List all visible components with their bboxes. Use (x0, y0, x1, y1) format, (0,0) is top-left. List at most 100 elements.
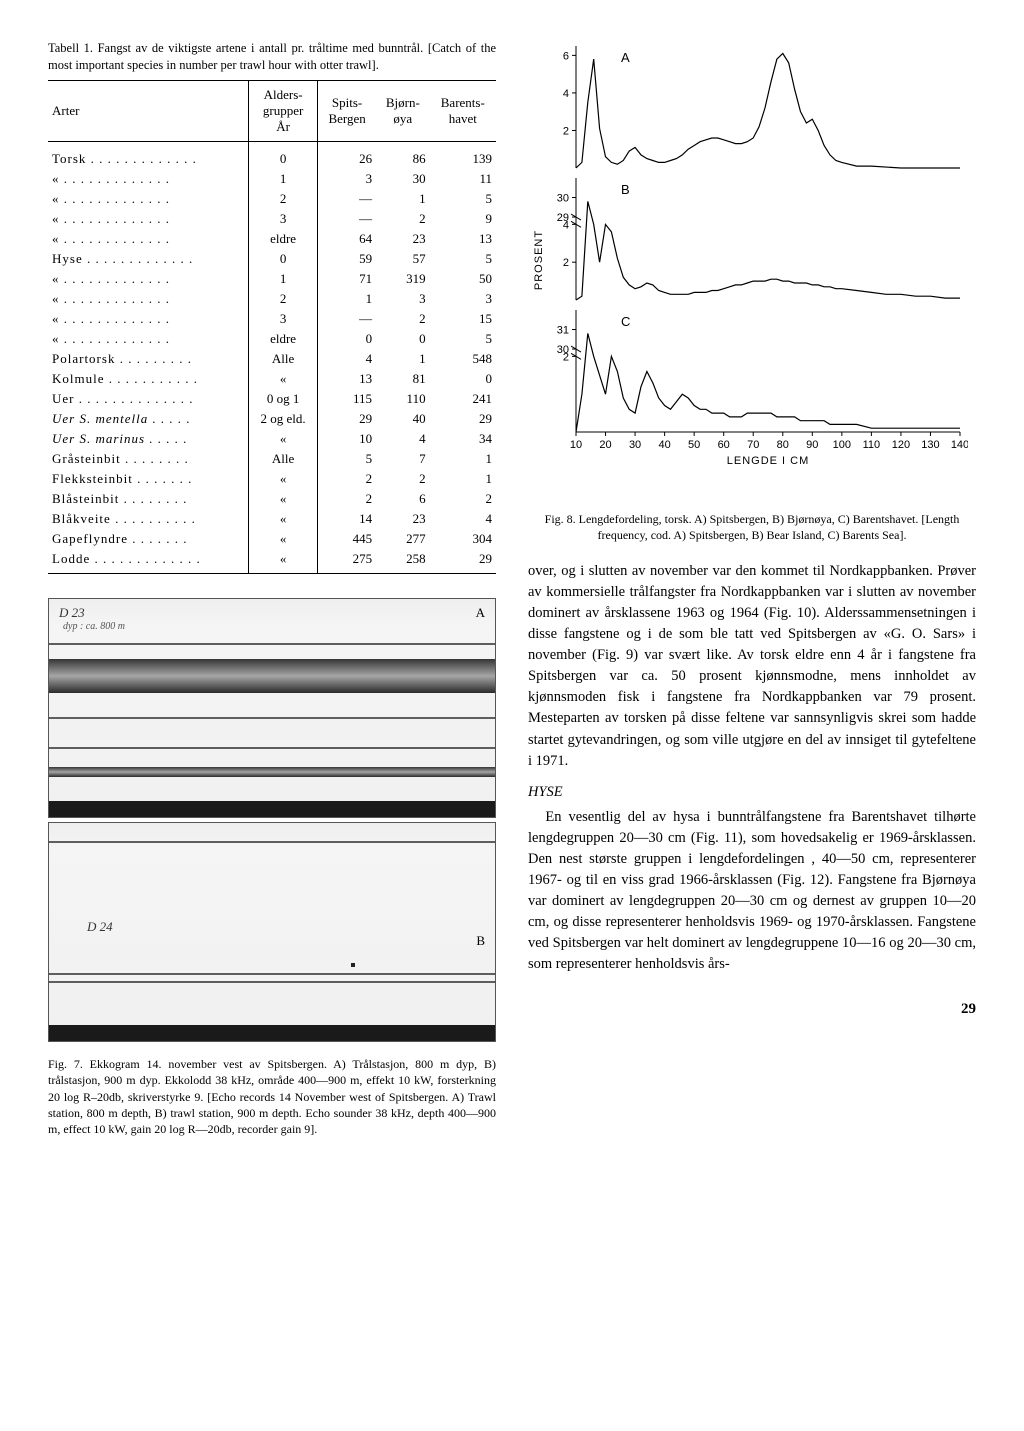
echo-a-letter: A (476, 605, 485, 621)
table-row-barents: 15 (430, 309, 496, 329)
table-row-spits: 445 (318, 529, 376, 549)
fig7-caption: Fig. 7. Ekkogram 14. november vest av Sp… (48, 1056, 496, 1137)
table-row-bjorn: 0 (376, 329, 430, 349)
table-row-bjorn: 23 (376, 509, 430, 529)
table-row-age: eldre (249, 329, 318, 349)
table-row-bjorn: 7 (376, 449, 430, 469)
table-row-bjorn: 57 (376, 249, 430, 269)
svg-text:PROSENT: PROSENT (533, 230, 545, 290)
svg-text:110: 110 (863, 439, 881, 451)
th-arter: Arter (48, 80, 249, 141)
table-row-age: 0 (249, 149, 318, 169)
svg-text:60: 60 (718, 439, 730, 451)
table-row-spits: 26 (318, 149, 376, 169)
svg-text:10: 10 (570, 439, 582, 451)
table-row-bjorn: 3 (376, 289, 430, 309)
table-row-spits: 0 (318, 329, 376, 349)
table-row-bjorn: 258 (376, 549, 430, 574)
table-row-bjorn: 2 (376, 469, 430, 489)
fig8-caption: Fig. 8. Lengdefordeling, torsk. A) Spits… (528, 511, 976, 543)
echo-panel-a: D 23 dyp : ca. 800 m A (48, 598, 496, 818)
table-row-species: « . . . . . . . . . . . . . (48, 269, 249, 289)
table-row-species: Lodde . . . . . . . . . . . . . (48, 549, 249, 574)
table-row-bjorn: 2 (376, 309, 430, 329)
table-row-age: Alle (249, 449, 318, 469)
table-row-spits: 2 (318, 489, 376, 509)
table-row-age: « (249, 549, 318, 574)
svg-text:20: 20 (599, 439, 611, 451)
svg-text:80: 80 (777, 439, 789, 451)
table-row-age: « (249, 369, 318, 389)
table-row-spits: 71 (318, 269, 376, 289)
table-row-spits: 275 (318, 549, 376, 574)
section-hyse: HYSE (528, 784, 976, 801)
echo-b-letter: B (476, 933, 485, 949)
svg-text:70: 70 (747, 439, 759, 451)
svg-text:90: 90 (806, 439, 818, 451)
table-row-spits: 59 (318, 249, 376, 269)
table-row-age: « (249, 509, 318, 529)
paragraph-2: En vesentlig del av hysa i bunntrålfangs… (528, 807, 976, 975)
table-row-barents: 29 (430, 549, 496, 574)
svg-text:30: 30 (557, 193, 569, 205)
table-row-spits: 64 (318, 229, 376, 249)
table-row-spits: 2 (318, 469, 376, 489)
table-row-species: « . . . . . . . . . . . . . (48, 209, 249, 229)
svg-text:C: C (621, 314, 630, 329)
table-row-species: « . . . . . . . . . . . . . (48, 229, 249, 249)
table-row-species: « . . . . . . . . . . . . . (48, 189, 249, 209)
svg-text:30: 30 (557, 344, 569, 356)
table-row-bjorn: 23 (376, 229, 430, 249)
table-row-age: 1 (249, 269, 318, 289)
table-row-barents: 304 (430, 529, 496, 549)
svg-text:2: 2 (563, 125, 569, 137)
th-spits: Spits- Bergen (318, 80, 376, 141)
echo-a-label: D 23 (59, 605, 85, 621)
table-row-bjorn: 110 (376, 389, 430, 409)
table-row-spits: — (318, 309, 376, 329)
svg-text:29: 29 (557, 212, 569, 224)
table-row-age: 3 (249, 209, 318, 229)
table-row-species: « . . . . . . . . . . . . . (48, 169, 249, 189)
table-row-species: « . . . . . . . . . . . . . (48, 309, 249, 329)
table-row-bjorn: 4 (376, 429, 430, 449)
table-row-bjorn: 6 (376, 489, 430, 509)
svg-text:6: 6 (563, 50, 569, 62)
svg-text:LENGDE I CM: LENGDE I CM (727, 455, 810, 467)
th-barents: Barents- havet (430, 80, 496, 141)
table-row-age: « (249, 429, 318, 449)
table-row-age: 1 (249, 169, 318, 189)
table-row-barents: 139 (430, 149, 496, 169)
table-row-spits: 3 (318, 169, 376, 189)
table-row-age: 3 (249, 309, 318, 329)
table-row-species: Blåkveite . . . . . . . . . . (48, 509, 249, 529)
table-row-age: 2 (249, 289, 318, 309)
table-row-barents: 3 (430, 289, 496, 309)
table-row-barents: 34 (430, 429, 496, 449)
fig8-chart: 246A242930B23031C10203040506070809010011… (528, 40, 968, 500)
echo-b-label: D 24 (87, 919, 113, 935)
svg-text:50: 50 (688, 439, 700, 451)
svg-text:A: A (621, 50, 630, 65)
table-row-age: Alle (249, 349, 318, 369)
table-row-spits: — (318, 209, 376, 229)
table-row-barents: 4 (430, 509, 496, 529)
echo-panel-b: D 24 B (48, 822, 496, 1042)
table-row-spits: 5 (318, 449, 376, 469)
table-row-age: eldre (249, 229, 318, 249)
table-row-bjorn: 2 (376, 209, 430, 229)
table-row-barents: 5 (430, 249, 496, 269)
table-row-age: « (249, 529, 318, 549)
table-row-barents: 241 (430, 389, 496, 409)
table-row-spits: 10 (318, 429, 376, 449)
svg-text:140: 140 (951, 439, 968, 451)
table-row-barents: 5 (430, 329, 496, 349)
table-row-bjorn: 1 (376, 189, 430, 209)
table-row-spits: 115 (318, 389, 376, 409)
table-row-species: Uer S. marinus . . . . . (48, 429, 249, 449)
table-row-bjorn: 81 (376, 369, 430, 389)
table-row-barents: 11 (430, 169, 496, 189)
echo-a-sub: dyp : ca. 800 m (63, 621, 125, 632)
table-row-age: « (249, 469, 318, 489)
fig7-echogram: D 23 dyp : ca. 800 m A D 24 B (48, 598, 496, 1046)
